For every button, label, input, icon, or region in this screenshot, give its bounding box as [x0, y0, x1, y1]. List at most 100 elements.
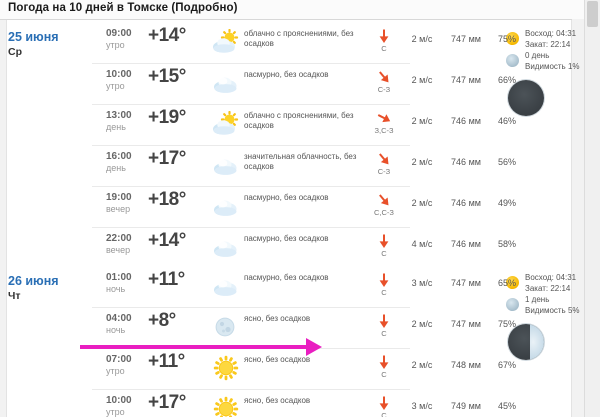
wind-direction-arrow-icon	[376, 151, 392, 167]
wind-direction-arrow-icon	[376, 28, 392, 44]
wind-direction-label: З,С-З	[374, 126, 394, 135]
forecast-hour-row[interactable]: 09:00 утро +14° облачно с прояснениями, без…	[86, 22, 600, 63]
weather-description: ясно, без осадков	[244, 314, 311, 323]
sun-clear-icon	[212, 355, 240, 381]
pressure: 748 мм	[451, 360, 481, 370]
humidity: 56%	[497, 157, 516, 167]
day-part: день	[106, 122, 126, 132]
wind-direction-arrow-icon	[376, 354, 392, 370]
weather-description: ясно, без осадков	[244, 396, 311, 405]
forecast-hour-row[interactable]: 10:00 утро +17° ясно, без осадков С 3 м/с 749 …	[86, 389, 600, 417]
cloud-icon	[212, 234, 240, 260]
pressure: 746 мм	[451, 157, 481, 167]
weather-description: облачно с прояснениями, без осадков	[244, 29, 354, 48]
day-part: вечер	[106, 204, 131, 214]
sunrise-text: Восход: 04:31	[525, 29, 577, 38]
wind-direction-arrow-icon	[376, 395, 392, 411]
wind-direction-arrow-icon	[376, 110, 392, 126]
moon-age-text: 1 день	[525, 295, 550, 304]
row-divider	[92, 227, 410, 228]
sun-times-text: Восход: 04:31 Закат: 22:14	[525, 29, 576, 50]
forecast-hour-row[interactable]: 16:00 день +17° значительная облачность, бе…	[86, 145, 600, 186]
weather-description: пасмурно, без осадков	[244, 193, 329, 202]
day-date-label: 26 июня Чт	[8, 274, 86, 304]
cloud-icon	[212, 152, 240, 178]
day-date-label: 25 июня Ср	[8, 30, 86, 60]
cloud-icon	[212, 70, 240, 96]
hour-time: 22:00	[106, 233, 132, 244]
wind-speed: 2 м/с	[411, 75, 433, 85]
wind-speed: 2 м/с	[411, 157, 433, 167]
moon-icon	[506, 298, 519, 311]
moon-visibility-text: Видимость 5%	[525, 305, 580, 315]
sun-behind-cloud-icon	[212, 110, 240, 137]
row-divider	[92, 145, 410, 146]
day-part: ночь	[106, 284, 126, 294]
temperature: +8°	[148, 310, 176, 331]
pressure: 747 мм	[451, 34, 481, 44]
moon-visibility-text: Видимость 1%	[525, 61, 580, 71]
row-divider	[92, 104, 410, 105]
wind-speed: 4 м/с	[411, 239, 433, 249]
wind-direction-label: С-З	[377, 85, 391, 94]
pressure: 746 мм	[451, 116, 481, 126]
moon-info-text: 0 день Видимость 1%	[525, 51, 580, 72]
forecast-hour-row[interactable]: 07:00 утро +11° ясно, без осадков С 2 м/с 748 …	[86, 348, 600, 389]
page-scrollbar[interactable]	[584, 0, 600, 417]
hour-time: 16:00	[106, 151, 132, 162]
temperature: +11°	[148, 351, 185, 372]
magenta-highlight-arrow	[80, 345, 316, 349]
row-divider	[92, 307, 410, 308]
scrollbar-thumb[interactable]	[587, 1, 598, 27]
humidity: 49%	[497, 198, 516, 208]
astro-summary: Восход: 04:31 Закат: 22:14 0 день Видимость…	[506, 29, 600, 74]
humidity: 66%	[497, 75, 516, 85]
forecast-panel	[6, 20, 572, 417]
forecast-hour-row[interactable]: 19:00 вечер +18° пасмурно, без осадков С,С-З…	[86, 186, 600, 227]
wind-speed: 2 м/с	[411, 360, 433, 370]
temperature: +19°	[148, 107, 186, 128]
hour-time: 13:00	[106, 110, 132, 121]
wind-direction-label: С,С-З	[374, 208, 394, 217]
moon-info-text: 1 день Видимость 5%	[525, 295, 580, 316]
humidity: 75%	[497, 34, 516, 44]
hour-time: 01:00	[106, 272, 132, 283]
day-part: утро	[106, 40, 125, 50]
weather-description: ясно, без осадков	[244, 355, 311, 364]
forecast-hour-row[interactable]: 13:00 день +19° облачно с прояснениями, без…	[86, 104, 600, 145]
page-header-band	[0, 0, 600, 19]
sunset-text: Закат: 22:14	[525, 39, 571, 49]
moon-info-row: 1 день Видимость 5%	[506, 295, 600, 318]
cloud-icon	[212, 273, 240, 299]
wind-direction-arrow-icon	[376, 233, 392, 249]
forecast-hour-row[interactable]: 04:00 ночь +8° ясно, без осадков С 2 м/с 747 м…	[86, 307, 600, 348]
row-divider	[92, 389, 410, 390]
wind-direction-label: С	[381, 411, 387, 417]
wind-direction-label: С	[381, 249, 387, 258]
hour-time: 07:00	[106, 354, 132, 365]
astro-summary: Восход: 04:31 Закат: 22:14 1 день Видимость…	[506, 273, 600, 318]
header-divider	[0, 19, 572, 20]
sun-times-row: Восход: 04:31 Закат: 22:14	[506, 29, 600, 52]
humidity: 45%	[497, 401, 516, 411]
sun-icon	[506, 276, 519, 289]
wind-speed: 2 м/с	[411, 198, 433, 208]
sun-times-text: Восход: 04:31 Закат: 22:14	[525, 273, 576, 294]
magenta-arrow-head-icon	[306, 338, 322, 356]
weather-description: пасмурно, без осадков	[244, 70, 329, 79]
moon-phase-disc	[508, 324, 544, 360]
humidity: 75%	[497, 319, 516, 329]
day-part: вечер	[106, 245, 131, 255]
moon-age-text: 0 день	[525, 51, 550, 60]
hour-time: 10:00	[106, 395, 132, 406]
day-weekday: Ср	[8, 46, 22, 58]
forecast-hour-row[interactable]: 01:00 ночь +11° пасмурно, без осадков С 3 м/с…	[86, 266, 600, 307]
day-part: утро	[106, 81, 125, 91]
temperature: +15°	[148, 66, 186, 87]
forecast-hour-row[interactable]: 10:00 утро +15° пасмурно, без осадков С-З 2 м…	[86, 63, 600, 104]
wind-speed: 2 м/с	[411, 319, 433, 329]
sun-clear-icon	[212, 396, 240, 417]
day-date: 25 июня	[8, 30, 59, 44]
forecast-hour-row[interactable]: 22:00 вечер +14° пасмурно, без осадков С 4 м/…	[86, 227, 600, 268]
temperature: +17°	[148, 148, 186, 169]
